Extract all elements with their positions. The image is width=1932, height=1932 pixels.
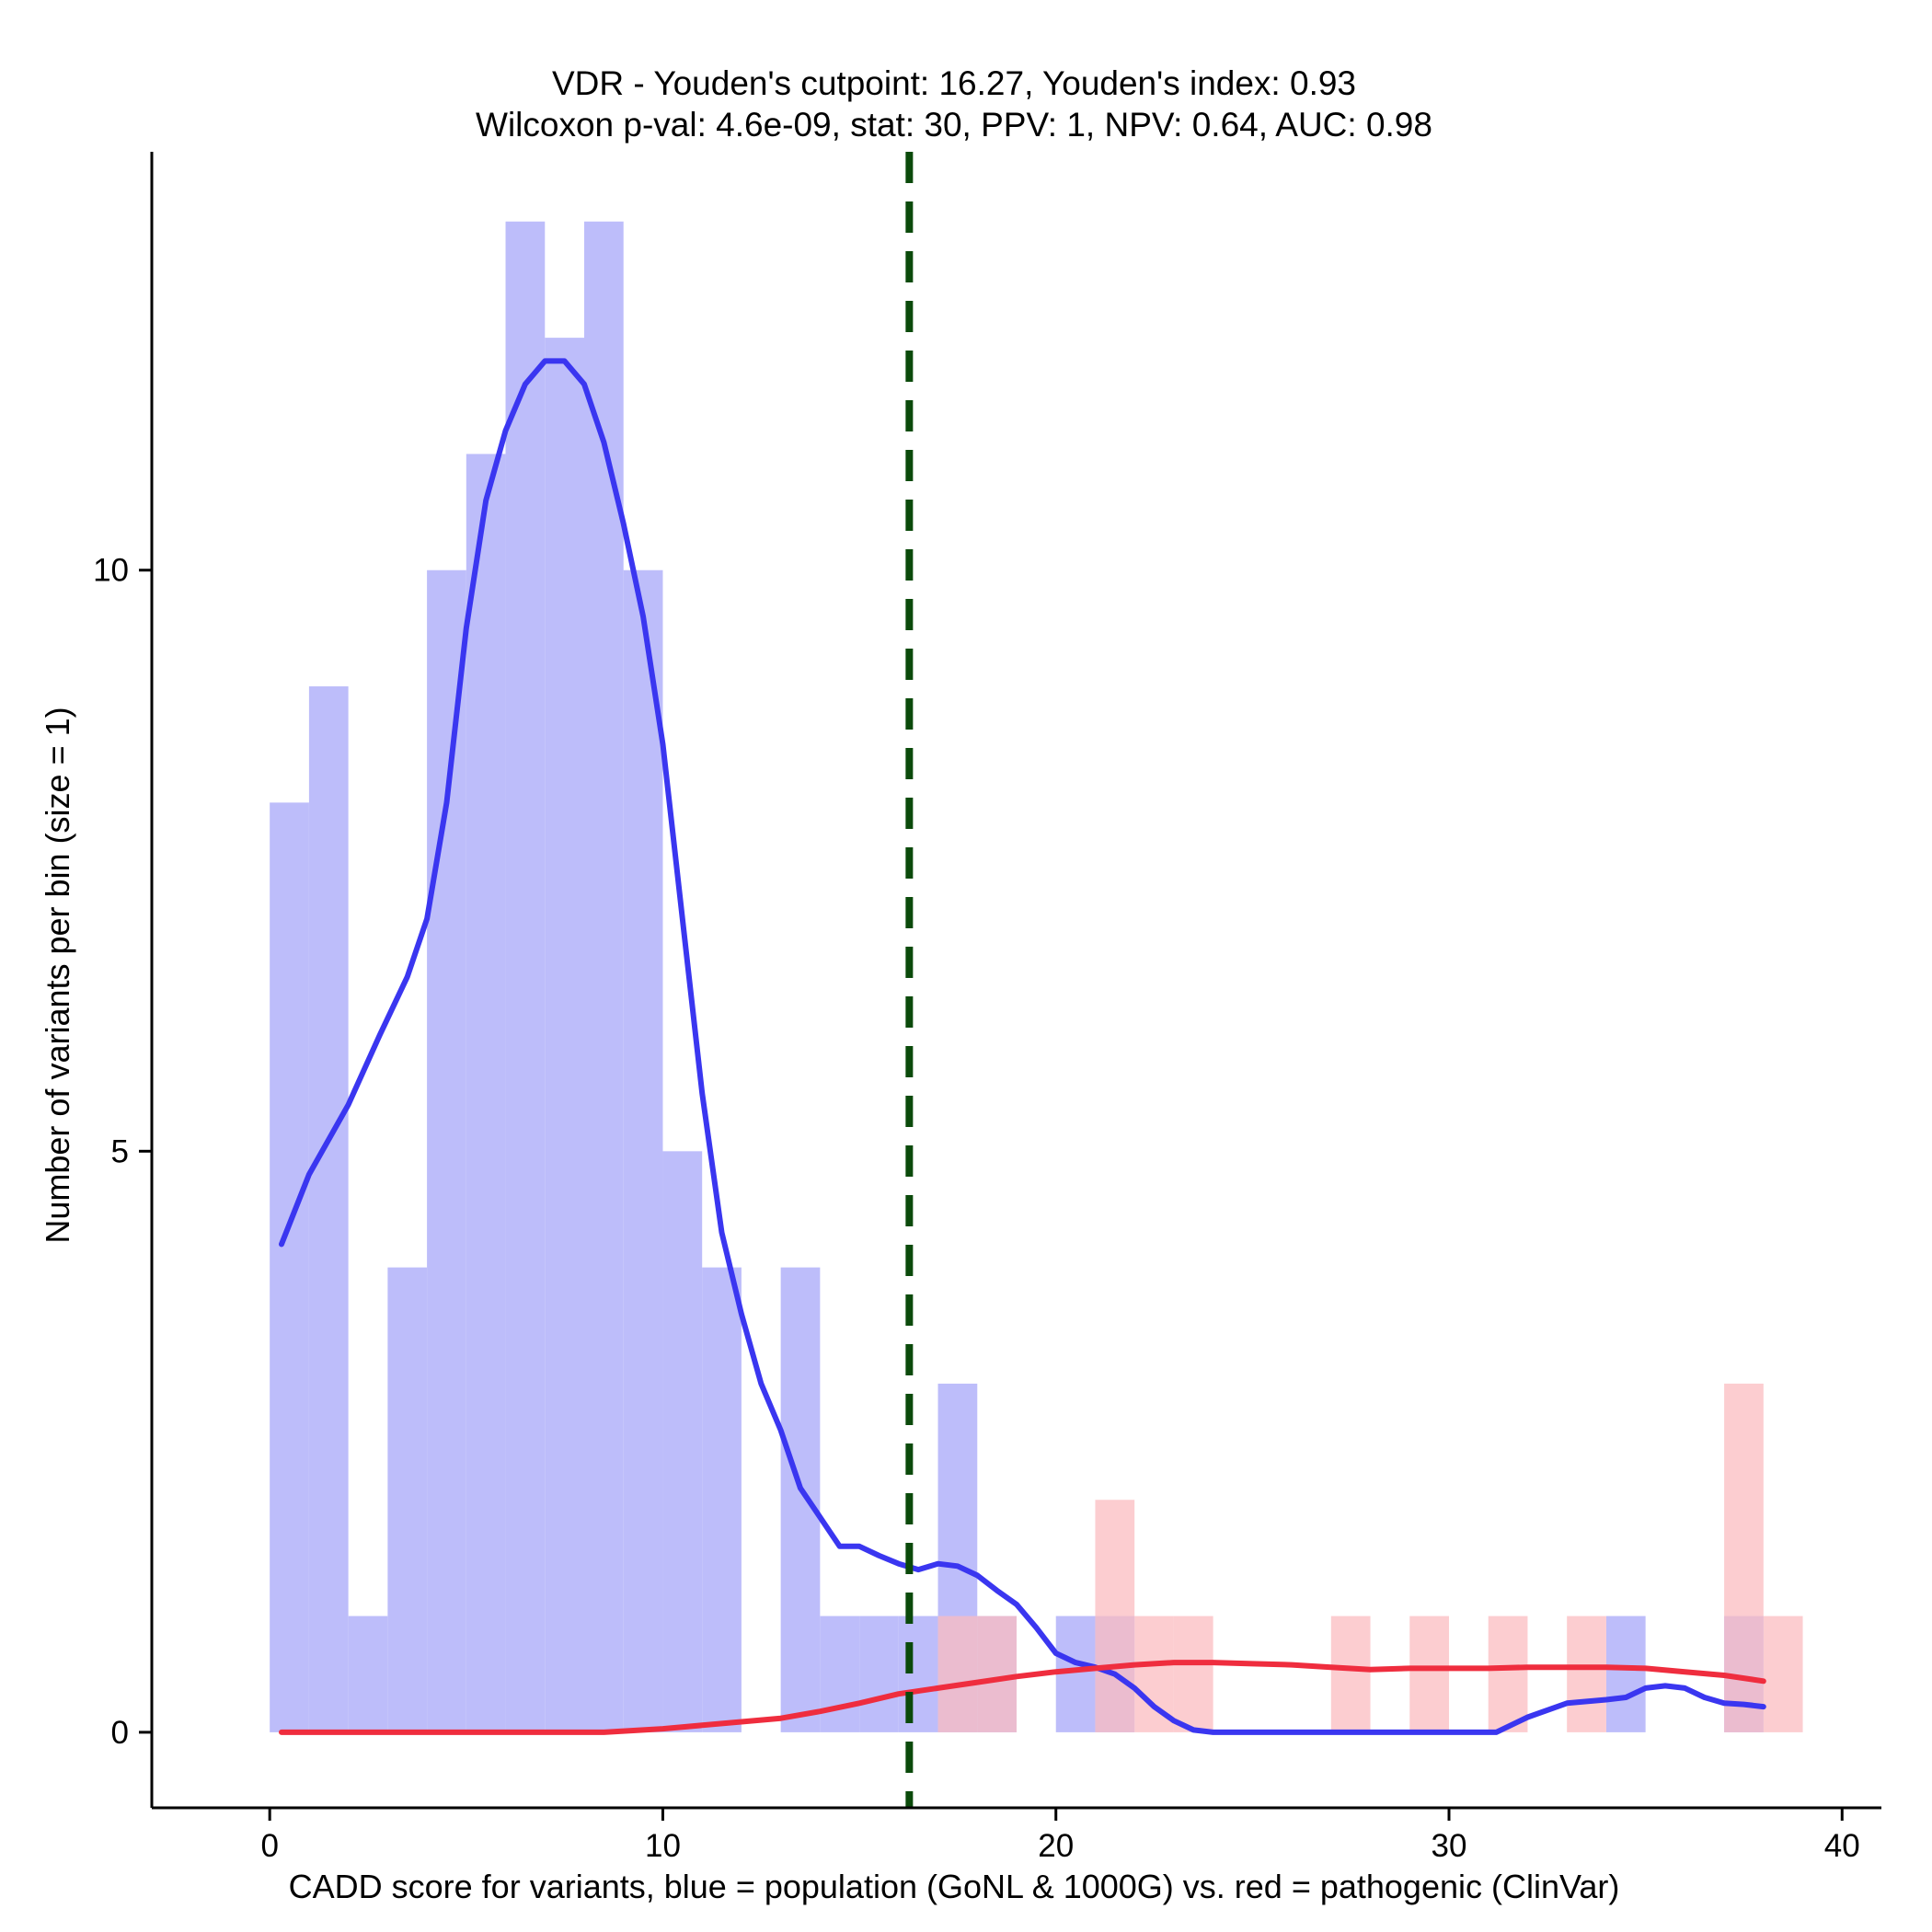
population-bar xyxy=(308,686,349,1732)
population-density-curve xyxy=(279,358,1766,1735)
density-curves xyxy=(279,358,1766,1735)
population-bar xyxy=(348,1616,388,1732)
population-bar xyxy=(1605,1616,1646,1732)
population-bar xyxy=(387,1267,428,1732)
pathogenic-bar xyxy=(1409,1616,1449,1732)
pathogenic-bar xyxy=(1763,1616,1803,1732)
pathogenic-bar xyxy=(977,1616,1017,1732)
pathogenic-bar xyxy=(1330,1616,1371,1732)
pathogenic-bar xyxy=(1488,1616,1528,1732)
x-tick-label: 10 xyxy=(645,1828,681,1864)
population-bar xyxy=(584,221,624,1732)
population-bar xyxy=(623,569,663,1732)
pathogenic-bar xyxy=(937,1616,978,1732)
chart-title-line-1: VDR - Youden's cutpoint: 16.27, Youden's… xyxy=(552,64,1356,102)
population-bars xyxy=(270,221,1764,1732)
population-bar xyxy=(859,1616,899,1732)
population-bar xyxy=(662,1151,703,1732)
x-tick-label: 40 xyxy=(1824,1828,1860,1864)
x-tick-label: 30 xyxy=(1432,1828,1467,1864)
y-tick-label: 0 xyxy=(111,1715,129,1751)
population-bar xyxy=(780,1267,821,1732)
x-axis-ticks: 0 10 20 30 40 xyxy=(260,1808,1860,1864)
population-bar xyxy=(898,1616,938,1732)
x-axis-label: CADD score for variants, blue = populati… xyxy=(289,1868,1620,1905)
population-bar xyxy=(466,454,506,1732)
population-bar xyxy=(820,1616,860,1732)
pathogenic-bar xyxy=(1095,1500,1135,1732)
chart-title: VDR - Youden's cutpoint: 16.27, Youden's… xyxy=(476,64,1432,144)
axes xyxy=(150,152,1881,1810)
x-tick-label: 20 xyxy=(1038,1828,1074,1864)
population-bar xyxy=(1055,1616,1096,1732)
y-axis-ticks: 0 5 10 xyxy=(93,553,152,1751)
population-bar xyxy=(702,1267,742,1732)
population-bar xyxy=(545,338,584,1732)
population-bar xyxy=(270,802,309,1732)
y-tick-label: 5 xyxy=(111,1133,129,1169)
population-bar xyxy=(427,569,466,1732)
pathogenic-bar xyxy=(1173,1616,1213,1732)
population-bar xyxy=(505,221,546,1732)
pathogenic-bar xyxy=(1567,1616,1606,1732)
y-tick-label: 10 xyxy=(93,553,129,589)
pathogenic-density-curve xyxy=(279,1660,1766,1735)
x-tick-label: 0 xyxy=(260,1828,278,1864)
y-axis-label: Number of variants per bin (size = 1) xyxy=(39,707,76,1243)
pathogenic-bars xyxy=(937,1383,1803,1732)
chart-title-line-2: Wilcoxon p-val: 4.6e-09, stat: 30, PPV: … xyxy=(476,106,1432,144)
